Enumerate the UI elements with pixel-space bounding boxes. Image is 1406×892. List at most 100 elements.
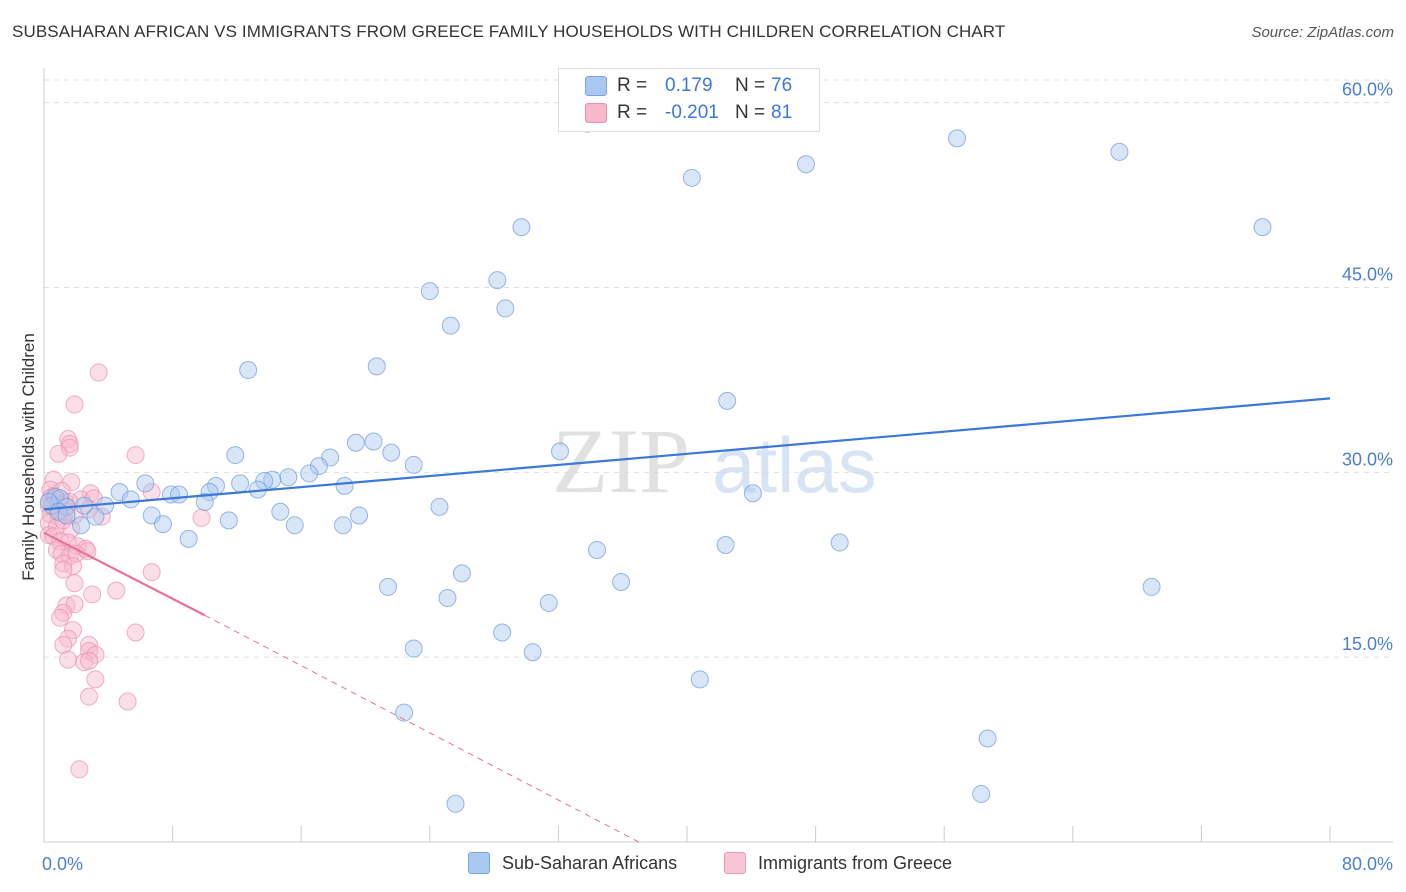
legend-r-label: R = <box>617 75 648 96</box>
trend-line <box>204 614 640 843</box>
data-point <box>83 585 102 604</box>
data-point <box>796 155 815 174</box>
data-point <box>126 623 145 642</box>
data-point <box>54 560 73 579</box>
data-point <box>523 643 542 662</box>
data-point <box>1110 142 1129 161</box>
data-point <box>279 468 298 487</box>
data-point <box>86 670 105 689</box>
data-point <box>121 490 140 509</box>
data-point <box>978 729 997 748</box>
data-point <box>54 635 73 654</box>
data-point <box>367 357 386 376</box>
data-point <box>335 476 354 495</box>
series-legend: Sub-Saharan Africans Immigrants from Gre… <box>0 852 1406 878</box>
data-point <box>51 608 70 627</box>
data-point <box>153 515 172 534</box>
chart-source: Source: ZipAtlas.com <box>1251 24 1394 41</box>
legend-label: Sub-Saharan Africans <box>502 852 678 873</box>
series-sub-saharan-africans <box>39 114 1272 813</box>
data-point <box>110 483 129 502</box>
data-point <box>551 442 570 461</box>
data-point <box>271 502 290 521</box>
data-point <box>972 784 991 803</box>
data-point <box>136 474 155 493</box>
correlation-legend: R = 0.179 N = 76 R = -0.201 N = 81 <box>558 68 820 132</box>
data-point <box>59 629 78 648</box>
legend-swatch-pink <box>585 103 607 123</box>
legend-swatch-blue <box>468 852 490 874</box>
data-point <box>309 457 328 476</box>
data-point <box>1142 577 1161 596</box>
axes <box>43 68 1393 843</box>
data-point <box>59 650 78 669</box>
data-point <box>219 511 238 530</box>
data-point <box>718 391 737 410</box>
legend-swatch-blue <box>585 76 607 96</box>
x-tick-left: 0.0% <box>42 854 83 874</box>
data-point <box>395 703 414 722</box>
legend-n-label: N = <box>735 75 766 96</box>
data-point <box>65 574 84 593</box>
series-immigrants-from-greece <box>39 363 211 779</box>
data-point <box>239 361 258 380</box>
data-point <box>379 577 398 596</box>
data-point <box>346 433 365 452</box>
data-point <box>438 589 457 608</box>
data-point <box>285 516 304 535</box>
trend-line <box>43 531 206 617</box>
data-point <box>226 446 245 465</box>
data-point <box>39 492 58 511</box>
data-point <box>1253 218 1272 237</box>
data-point <box>126 446 145 465</box>
data-point <box>404 455 423 474</box>
chart-title: SUBSAHARAN AFRICAN VS IMMIGRANTS FROM GR… <box>12 22 1006 41</box>
data-point <box>60 438 79 457</box>
legend-r-label: R = <box>617 102 648 123</box>
watermark: ZIP atlas <box>552 410 877 512</box>
data-point <box>170 485 189 504</box>
data-point <box>682 168 701 187</box>
data-point <box>364 432 383 451</box>
data-point <box>539 593 558 612</box>
y-axis-label: Family Households with Children <box>19 333 38 581</box>
legend-r-value: -0.201 <box>665 102 719 123</box>
trend-line <box>43 397 1331 511</box>
data-point <box>65 395 84 414</box>
data-point <box>512 218 531 237</box>
legend-row-subsaharan: R = 0.179 N = 76 <box>585 73 792 99</box>
y-tick-label: 60.0% <box>1342 80 1393 100</box>
data-point <box>92 507 111 526</box>
data-point <box>441 316 460 335</box>
data-point <box>192 508 211 527</box>
data-point <box>350 506 369 525</box>
data-point <box>382 443 401 462</box>
data-point <box>70 760 89 779</box>
legend-item-greece[interactable]: Immigrants from Greece <box>724 852 952 874</box>
legend-n-label: N = <box>735 102 766 123</box>
data-point <box>743 484 762 503</box>
data-point <box>333 516 352 535</box>
data-point <box>107 581 126 600</box>
data-point <box>830 533 849 552</box>
data-point <box>80 651 99 670</box>
x-tick-right: 80.0% <box>1342 854 1393 874</box>
y-tick-label: 45.0% <box>1342 264 1393 284</box>
data-point <box>71 516 90 535</box>
data-point <box>300 464 319 483</box>
data-point <box>80 635 99 654</box>
data-point <box>62 520 81 539</box>
data-point <box>49 444 68 463</box>
data-point <box>118 692 137 711</box>
data-point <box>84 489 103 508</box>
y-tick-label: 30.0% <box>1342 449 1393 469</box>
legend-row-greece: R = -0.201 N = 81 <box>585 100 792 126</box>
y-tick-labels: 15.0% 30.0% 45.0% 60.0% <box>1342 80 1393 655</box>
data-point <box>716 536 735 555</box>
data-point <box>404 639 423 658</box>
legend-item-subsaharan[interactable]: Sub-Saharan Africans <box>468 852 677 874</box>
data-point <box>430 497 449 516</box>
data-point <box>80 687 99 706</box>
data-point <box>420 282 439 301</box>
